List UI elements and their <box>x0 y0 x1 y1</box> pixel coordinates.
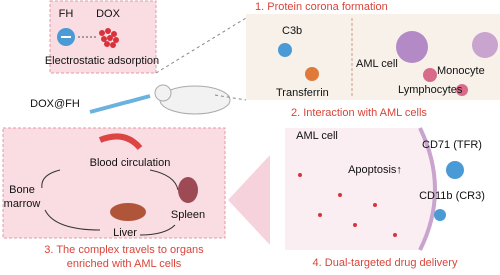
liver-label: Liver <box>113 227 137 239</box>
step-4: 4. Dual-targeted drug delivery <box>313 257 458 269</box>
step-2: 2. Interaction with AML cells <box>291 107 427 119</box>
drug-dots <box>298 173 397 237</box>
aml-cell-body <box>285 128 435 250</box>
particle <box>278 43 292 57</box>
vessel <box>98 133 143 151</box>
transferrin-label: Transferrin <box>276 87 329 99</box>
aml-cell-label: AML cell <box>356 58 398 70</box>
monocyte-label: Monocyte <box>437 65 485 77</box>
apoptosis-label: Apoptosis↑ <box>348 164 402 176</box>
spleen <box>178 177 198 203</box>
aml-cell <box>396 31 428 63</box>
step-3: enriched with AML cells <box>67 258 182 270</box>
particle <box>446 161 464 179</box>
bone-label: Bone <box>9 184 35 196</box>
lymphocyte <box>423 68 437 82</box>
step-1: 1. Protein corona formation <box>255 1 388 13</box>
lymphocytes-label: Lymphocytes <box>398 84 463 96</box>
complex-label: DOX@FH <box>30 98 80 110</box>
interaction-box <box>246 14 500 100</box>
blood-label: Blood circulation <box>90 157 171 169</box>
dox-label: DOX <box>96 8 121 20</box>
cd71-label: CD71 (TFR) <box>422 139 482 151</box>
monocyte <box>472 32 498 58</box>
fh-label: FH <box>59 8 74 20</box>
bone-label: marrow <box>4 198 41 210</box>
flow-arrow <box>228 155 270 245</box>
liver <box>110 203 146 221</box>
guide-line <box>214 94 247 101</box>
syringe <box>89 94 151 114</box>
adsorption-caption: Electrostatic adsorption <box>45 55 159 67</box>
mouse-head <box>154 84 172 102</box>
step-3: 3. The complex travels to organs <box>44 244 204 256</box>
particle <box>305 67 319 81</box>
guide-line <box>155 17 247 74</box>
particle <box>434 209 446 221</box>
cd11b-label: CD11b (CR3) <box>419 190 485 202</box>
lymphocyte <box>456 84 468 96</box>
cycle-arrows <box>41 169 179 236</box>
membrane <box>418 127 437 251</box>
spleen-label: Spleen <box>171 209 205 221</box>
c3b-label: C3b <box>282 25 302 37</box>
aml-cell-label: AML cell <box>296 130 338 142</box>
dox-cluster <box>99 28 119 48</box>
